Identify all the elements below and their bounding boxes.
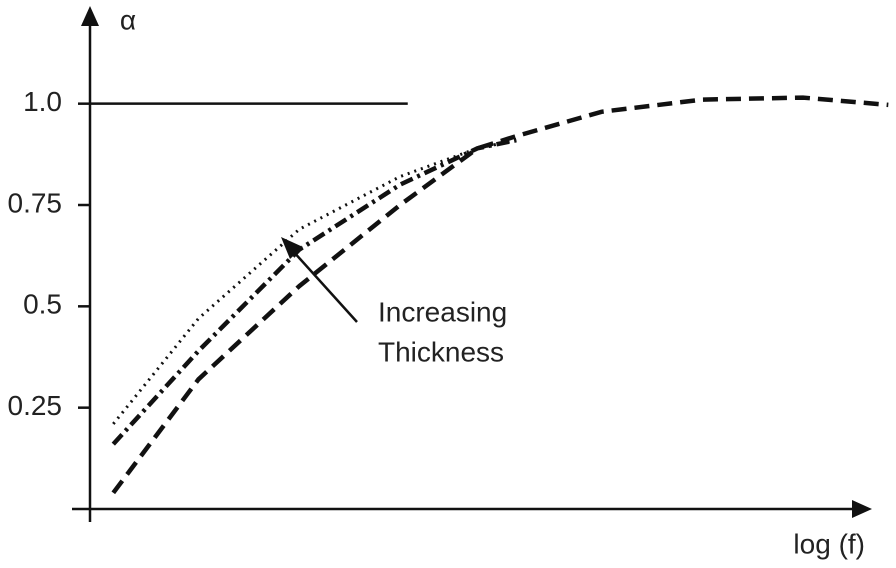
- annotation-arrow: [291, 249, 358, 323]
- y-axis-label: α: [120, 4, 136, 35]
- y-tick-label: 1.0: [23, 86, 62, 117]
- x-axis-label: log (f): [793, 528, 865, 559]
- y-tick-label: 0.25: [8, 390, 63, 421]
- series-line: [112, 138, 517, 425]
- annotation-arrowhead: [281, 237, 303, 259]
- series-line: [111, 137, 517, 446]
- annotation-line: Thickness: [378, 336, 504, 367]
- y-axis-arrow: [81, 6, 99, 26]
- y-tick-label: 0.75: [8, 187, 63, 218]
- annotation-line: Increasing: [378, 296, 507, 327]
- x-axis-arrow: [852, 500, 872, 518]
- series-line: [111, 95, 889, 495]
- y-tick-label: 0.5: [23, 289, 62, 320]
